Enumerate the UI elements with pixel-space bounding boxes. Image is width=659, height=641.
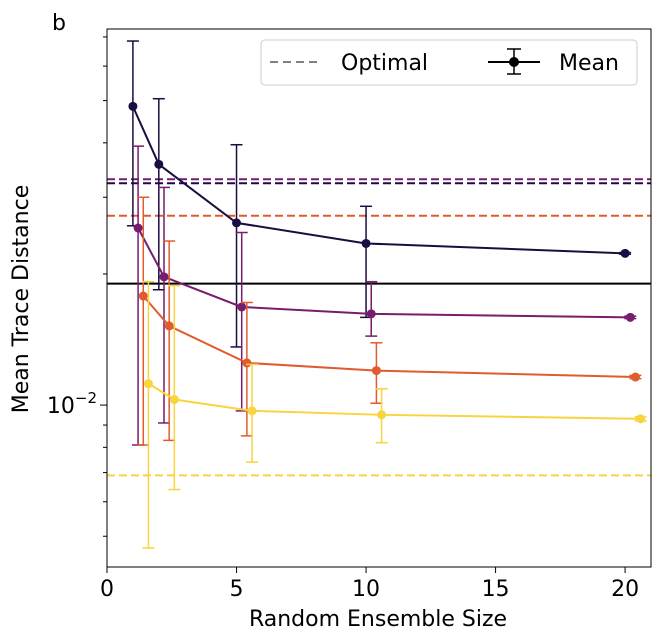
y-axis-label: Mean Trace Distance	[9, 185, 34, 414]
series-4-point-1	[169, 395, 179, 405]
series-4-point-0	[143, 379, 153, 389]
series-4-point-4	[636, 414, 646, 424]
legend-mean-label: Mean	[559, 51, 619, 76]
y-axis: 10−2	[47, 36, 107, 537]
x-tick-label-3: 15	[482, 577, 510, 602]
series-1	[126, 40, 632, 348]
series-3	[137, 196, 642, 446]
legend-box	[260, 39, 638, 86]
series-2-point-0	[133, 223, 143, 233]
series-4-point-2	[247, 406, 257, 416]
series-2-point-1	[159, 272, 169, 282]
panel-label: b	[52, 11, 66, 36]
reference-lines	[107, 178, 651, 477]
x-tick-label-4: 20	[611, 577, 639, 602]
plot-frame	[106, 28, 652, 568]
legend: Optimal Mean	[260, 39, 638, 86]
y-tick-label: 10−2	[47, 389, 97, 419]
y-tick-label-base: 10	[47, 394, 75, 419]
series-1-point-4	[620, 248, 630, 258]
series-2-point-2	[237, 302, 247, 312]
series-1-point-2	[232, 218, 242, 228]
series-1-point-3	[361, 238, 371, 248]
legend-optimal-label: Optimal	[341, 51, 428, 76]
series-2-point-3	[366, 309, 376, 319]
series-group	[126, 40, 647, 549]
series-3-point-0	[138, 291, 148, 301]
series-2	[132, 145, 637, 446]
series-3-point-1	[164, 321, 174, 331]
series-3-point-3	[371, 366, 381, 376]
x-tick-label-0: 0	[100, 577, 114, 602]
series-3-point-4	[630, 372, 640, 382]
legend-mean-marker	[509, 57, 519, 67]
series-1-point-0	[128, 101, 138, 111]
x-tick-label-2: 10	[352, 577, 380, 602]
y-tick-label-exponent: −2	[75, 389, 97, 407]
series-4	[142, 280, 647, 549]
series-4-point-3	[377, 410, 387, 420]
x-axis-label: Random Ensemble Size	[249, 607, 507, 632]
series-1-point-1	[154, 159, 164, 169]
x-tick-label-1: 5	[230, 577, 244, 602]
x-axis: 0 5 10 15 20	[100, 567, 639, 602]
series-3-point-2	[242, 358, 252, 368]
series-2-point-4	[625, 312, 635, 322]
